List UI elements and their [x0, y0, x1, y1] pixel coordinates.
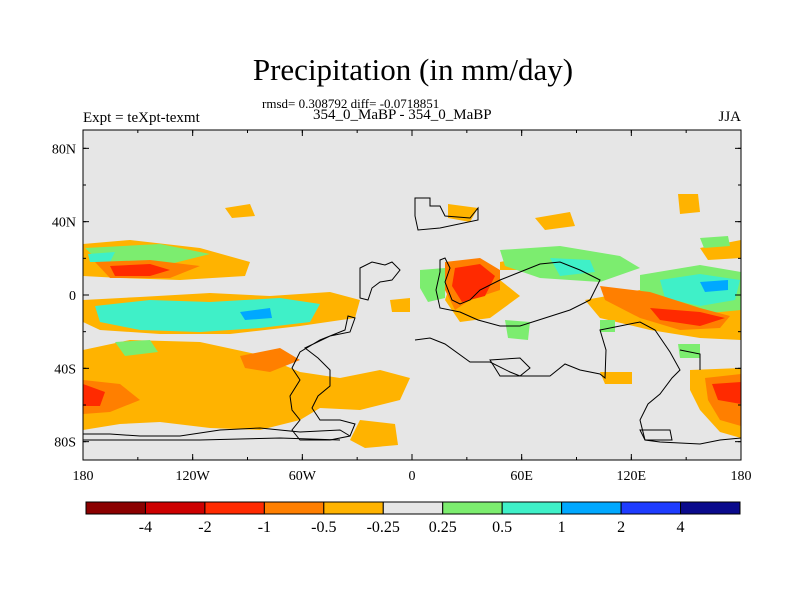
colorbar-swatch — [204, 501, 265, 515]
colorbar-swatch — [323, 501, 384, 515]
colorbar-label: -0.5 — [311, 519, 336, 536]
colorbar-swatch — [85, 501, 146, 515]
lon-tick-label: 120E — [617, 469, 647, 484]
colorbar-swatch — [620, 501, 682, 515]
center-label: 354_0_MaBP - 354_0_MaBP — [313, 107, 492, 123]
precip-contours — [83, 194, 741, 448]
colorbar-label: 0.5 — [492, 519, 512, 536]
season-label: JJA — [718, 109, 741, 125]
lat-tick-label: 80S — [54, 436, 76, 451]
lon-tick-label: 120W — [176, 469, 211, 484]
colorbar: -4 -2 -1 -0.5 -0.25 0.25 0.5 1 2 4 — [85, 501, 741, 536]
lat-tick-label: 80N — [52, 142, 76, 157]
colorbar-label: -4 — [139, 519, 152, 536]
colorbar-label: 4 — [677, 519, 685, 536]
colorbar-label: -2 — [198, 519, 211, 536]
colorbar-label: 0.25 — [429, 519, 457, 536]
experiment-label: Expt = teXpt-texmt — [83, 110, 200, 126]
lon-tick-label: 0 — [409, 469, 416, 484]
colorbar-label: -1 — [258, 519, 271, 536]
colorbar-label: 1 — [558, 519, 566, 536]
lat-tick-label: 0 — [69, 289, 76, 304]
colorbar-swatch — [501, 501, 563, 515]
colorbar-swatch — [263, 501, 325, 515]
colorbar-swatch — [442, 501, 503, 515]
lon-tick-label: 180 — [73, 469, 94, 484]
map-title: Precipitation (in mm/day) — [252, 52, 574, 87]
lat-tick-label: 40N — [52, 216, 76, 231]
longitude-axis: 180 120W 60W 0 60E 120E 180 — [73, 130, 752, 484]
contour-band-red — [83, 264, 741, 406]
colorbar-label: 2 — [617, 519, 625, 536]
colorbar-swatch — [382, 501, 444, 515]
coastlines — [83, 197, 741, 445]
stats-line: rmsd= 0.308792 diff= -0.0718851 — [262, 96, 440, 111]
colorbar-label: -0.25 — [367, 519, 400, 536]
colorbar-swatch — [680, 501, 741, 515]
lon-tick-label: 60W — [289, 469, 317, 484]
lon-tick-label: 60E — [510, 469, 533, 484]
lat-tick-label: 40S — [54, 362, 76, 377]
colorbar-swatch — [561, 501, 622, 515]
colorbar-swatch — [144, 501, 206, 515]
lon-tick-label: 180 — [731, 469, 752, 484]
latitude-axis: 80N 40N 0 40S 80S — [52, 142, 741, 451]
contour-band-blue — [240, 280, 728, 320]
